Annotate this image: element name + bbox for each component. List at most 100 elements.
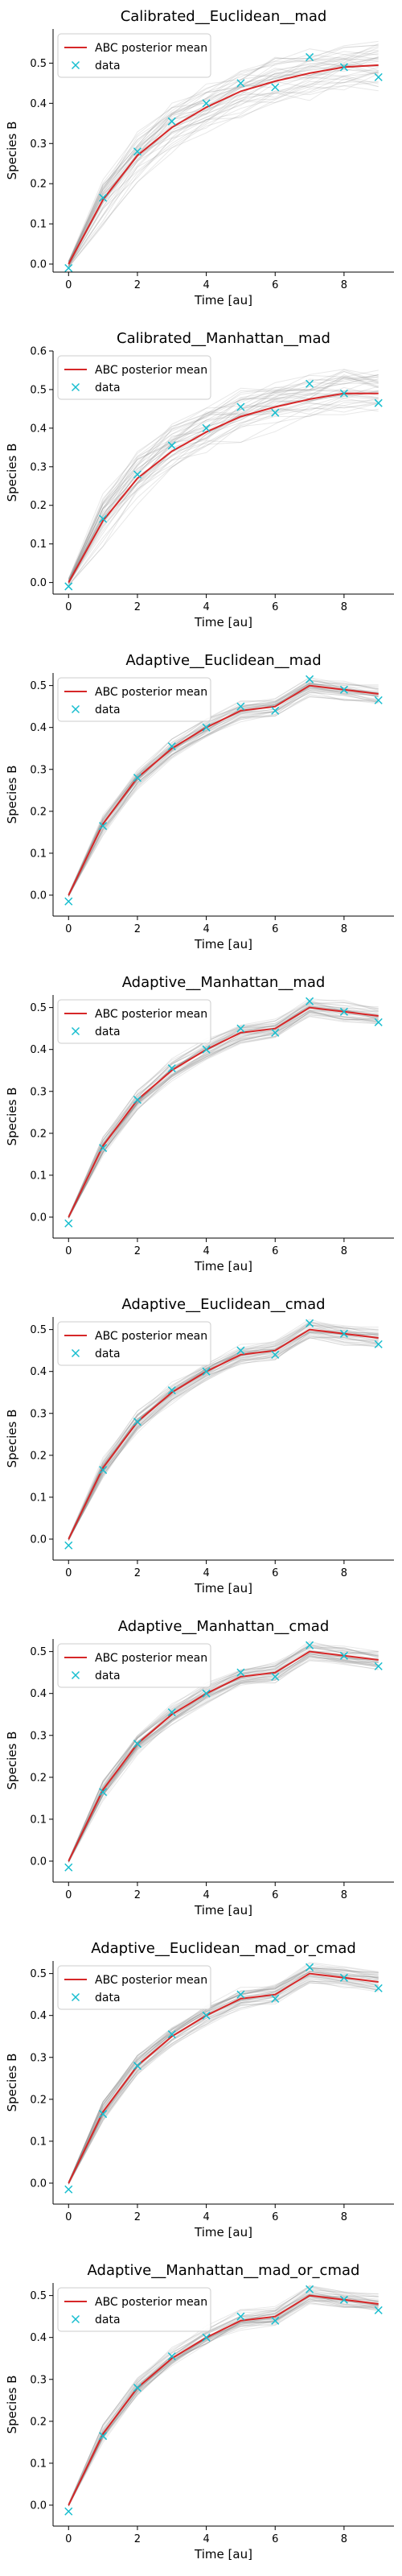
legend-marker-swatch (71, 1670, 80, 1680)
posterior-sample-line (68, 1331, 379, 1540)
posterior-sample-line (68, 374, 379, 580)
posterior-sample-line (68, 51, 379, 263)
posterior-sample-line (68, 1967, 379, 2183)
legend-label-mean: ABC posterior mean (95, 1008, 207, 1021)
y-tick-label: 0.4 (30, 2010, 47, 2022)
data-point (339, 1007, 348, 1016)
x-tick-label: 6 (272, 601, 278, 613)
posterior-sample-line (68, 691, 379, 897)
posterior-sample-line (68, 402, 379, 584)
data-point (133, 470, 142, 479)
posterior-sample-line (68, 1967, 379, 2183)
data-point (133, 1096, 142, 1104)
y-tick-label: 0.4 (30, 1688, 47, 1700)
legend-label-mean: ABC posterior mean (95, 1330, 207, 1343)
posterior-sample-line (68, 2302, 379, 2507)
chart-title: Calibrated__Manhattan__mad (117, 330, 330, 347)
posterior-sample-line (68, 1011, 379, 1219)
posterior-sample-line (68, 71, 379, 267)
posterior-sample-line (68, 391, 379, 583)
posterior-sample-line (68, 70, 379, 267)
posterior-mean-line (68, 684, 379, 896)
posterior-sample-line (68, 690, 379, 897)
y-tick-label: 0.0 (30, 890, 47, 902)
posterior-sample-line (68, 1646, 379, 1860)
posterior-sample-line (68, 400, 379, 583)
posterior-mean-line (68, 1972, 379, 2184)
data-point (236, 1668, 245, 1677)
x-tick-label: 2 (134, 923, 141, 935)
posterior-sample-line (68, 696, 379, 898)
posterior-sample-line (68, 47, 379, 262)
posterior-sample-line (68, 1658, 379, 1863)
posterior-sample-line (68, 1015, 379, 1219)
data-point (374, 1340, 383, 1348)
posterior-sample-line (68, 1319, 379, 1538)
x-axis-label: Time [au] (194, 1259, 252, 1274)
posterior-sample-line (68, 57, 379, 263)
posterior-sample-line (68, 2300, 379, 2506)
data-point (236, 402, 245, 411)
posterior-sample-line (68, 64, 379, 266)
x-axis-label: Time [au] (194, 1581, 252, 1596)
posterior-sample-line (68, 72, 379, 266)
data-points (64, 1319, 383, 1550)
posterior-sample-line (68, 686, 379, 897)
chart-panel: Calibrated__Manhattan__mad 0 2 4 6 8 0.0 0.1 0.2… (0, 322, 402, 644)
data-points (64, 997, 383, 1228)
posterior-sample-line (68, 1655, 379, 1863)
y-axis-label: Species B (5, 766, 19, 824)
legend-marker-swatch (71, 2314, 80, 2324)
x-tick-label: 8 (341, 279, 347, 291)
posterior-sample-line (68, 45, 379, 262)
posterior-sample-line (68, 1645, 379, 1861)
posterior-sample-line (68, 50, 379, 262)
data-point (64, 1219, 73, 1228)
y-tick-label: 0.2 (30, 1450, 47, 1462)
y-tick-label: 0.4 (30, 1366, 47, 1378)
posterior-sample-line (68, 51, 379, 262)
chart-panel: Adaptive__Euclidean__mad_or_cmad 0 2 4 6 8 0.0… (0, 1932, 402, 2254)
y-tick-label: 0.4 (30, 1044, 47, 1056)
data-point (202, 723, 211, 732)
data-point (339, 389, 348, 398)
data-point (133, 2384, 142, 2392)
posterior-sample-line (68, 2285, 379, 2504)
posterior-sample-line (68, 378, 379, 582)
posterior-sample-line (68, 1647, 379, 1861)
posterior-sample-line (68, 1322, 379, 1539)
data-points (64, 379, 383, 591)
posterior-sample-line (68, 690, 379, 897)
y-tick-label: 0.2 (30, 2416, 47, 2428)
data-point (271, 1672, 280, 1681)
posterior-sample-line (68, 370, 379, 580)
posterior-sample-line (68, 1967, 379, 2183)
x-axis-label: Time [au] (194, 937, 252, 952)
posterior-sample-line (68, 369, 379, 580)
y-tick-label: 0.2 (30, 179, 47, 191)
posterior-sample-line (68, 681, 379, 894)
posterior-sample-line (68, 1001, 379, 1217)
posterior-mean-line (68, 392, 379, 584)
data-point (271, 706, 280, 715)
chart-panel: Adaptive__Euclidean__mad 0 2 4 6 8 0.0 0.1 0.2 0.… (0, 644, 402, 966)
x-tick-label: 2 (134, 1245, 141, 1257)
y-tick-label: 0.3 (30, 461, 47, 473)
posterior-sample-line (68, 392, 379, 584)
y-tick-label: 0.5 (30, 2290, 47, 2302)
x-tick-label: 2 (134, 2533, 141, 2545)
chart-panel: Adaptive__Manhattan__cmad 0 2 4 6 8 0.0 0.1 0.2 0… (0, 1610, 402, 1932)
x-tick-label: 0 (65, 279, 72, 291)
posterior-sample-line (68, 683, 379, 895)
x-tick-label: 2 (134, 279, 141, 291)
x-tick-label: 0 (65, 2211, 72, 2223)
data-point (306, 997, 314, 1005)
posterior-sample-line (68, 44, 379, 262)
y-tick-label: 0.0 (30, 259, 47, 271)
posterior-sample-line (68, 1653, 379, 1862)
posterior-sample-line (68, 1971, 379, 2183)
legend-box (57, 677, 211, 722)
chart-panel: Adaptive__Manhattan__mad 0 2 4 6 8 0.0 0.1 0.2 0.… (0, 966, 402, 1288)
chart-svg: Adaptive__Euclidean__mad 0 2 4 6 8 0.0 0.1 0.2 0.… (5, 652, 394, 952)
